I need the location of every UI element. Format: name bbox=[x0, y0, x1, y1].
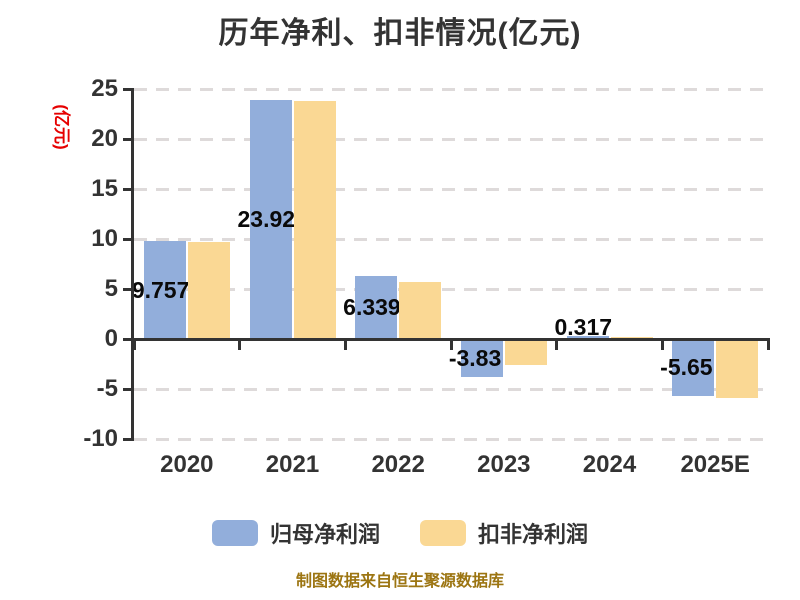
legend-swatch-blue bbox=[211, 520, 258, 546]
y-tick-label: 0 bbox=[104, 325, 118, 352]
bar-扣非净利润-2022 bbox=[399, 282, 442, 339]
y-tick-mark bbox=[123, 87, 134, 91]
y-tick-mark bbox=[123, 387, 134, 391]
y-tick-mark bbox=[123, 137, 134, 141]
value-label: -3.83 bbox=[448, 345, 502, 372]
y-tick-mark bbox=[123, 337, 134, 341]
bar-扣非净利润-2021 bbox=[293, 101, 336, 339]
bar-归母净利润-2024 bbox=[566, 335, 609, 339]
value-label: 9.757 bbox=[131, 277, 190, 304]
legend: 归母净利润 扣非净利润 bbox=[0, 517, 800, 549]
bar-扣非净利润-2020 bbox=[187, 242, 230, 339]
y-tick-label: 10 bbox=[91, 225, 118, 252]
value-label: -5.65 bbox=[660, 354, 713, 381]
bar-归母净利润-2023 bbox=[460, 339, 503, 378]
legend-label: 扣非净利润 bbox=[478, 522, 589, 547]
bar-归母净利润-2025E bbox=[672, 339, 715, 396]
y-tick-mark bbox=[123, 187, 134, 191]
y-axis-line bbox=[131, 88, 134, 440]
x-tick-mark bbox=[132, 337, 136, 350]
x-tick-mark bbox=[766, 337, 770, 350]
x-category-label: 2020 bbox=[160, 451, 214, 478]
chart-title: 历年净利、扣非情况(亿元) bbox=[218, 17, 582, 50]
legend-label: 归母净利润 bbox=[269, 522, 380, 547]
y-tick-label: 25 bbox=[91, 75, 118, 102]
gridline bbox=[134, 137, 768, 141]
legend-item-net-profit: 归母净利润 bbox=[211, 517, 380, 549]
bar-归母净利润-2020 bbox=[143, 241, 186, 339]
gridline bbox=[134, 237, 768, 241]
bar-扣非净利润-2025E bbox=[716, 339, 759, 398]
x-category-label: 2025E bbox=[680, 451, 750, 478]
legend-item-non-recurring-profit: 扣非净利润 bbox=[420, 517, 588, 549]
y-tick-label: -10 bbox=[83, 425, 118, 452]
value-label: 0.317 bbox=[554, 314, 613, 340]
x-tick-mark bbox=[238, 337, 242, 350]
bar-归母净利润-2022 bbox=[355, 275, 398, 339]
legend-swatch-yellow bbox=[420, 520, 466, 546]
gridline bbox=[134, 387, 768, 391]
x-tick-mark bbox=[343, 337, 347, 350]
x-category-label: 2022 bbox=[371, 451, 425, 478]
value-label: 6.339 bbox=[343, 294, 401, 321]
x-category-label: 2021 bbox=[265, 451, 320, 478]
y-tick-mark bbox=[123, 287, 134, 291]
x-tick-mark bbox=[449, 337, 453, 350]
y-tick-label: 15 bbox=[91, 175, 118, 202]
y-tick-label: -5 bbox=[96, 375, 118, 402]
y-tick-mark bbox=[123, 237, 134, 241]
bar-归母净利润-2021 bbox=[249, 99, 292, 339]
gridline bbox=[134, 287, 768, 291]
x-category-label: 2023 bbox=[477, 451, 531, 478]
data-source-note: 制图数据来自恒生聚源数据库 bbox=[295, 573, 504, 590]
y-tick-label: 20 bbox=[91, 125, 118, 152]
gridline bbox=[134, 437, 768, 441]
x-category-label: 2024 bbox=[582, 451, 637, 478]
x-tick-mark bbox=[555, 337, 559, 350]
x-tick-mark bbox=[660, 337, 664, 350]
value-label: 23.92 bbox=[237, 206, 296, 233]
gridline bbox=[134, 187, 768, 191]
bar-扣非净利润-2023 bbox=[504, 339, 547, 365]
y-tick-mark bbox=[123, 437, 134, 441]
y-tick-label: 5 bbox=[104, 275, 118, 302]
gridline bbox=[134, 87, 768, 91]
